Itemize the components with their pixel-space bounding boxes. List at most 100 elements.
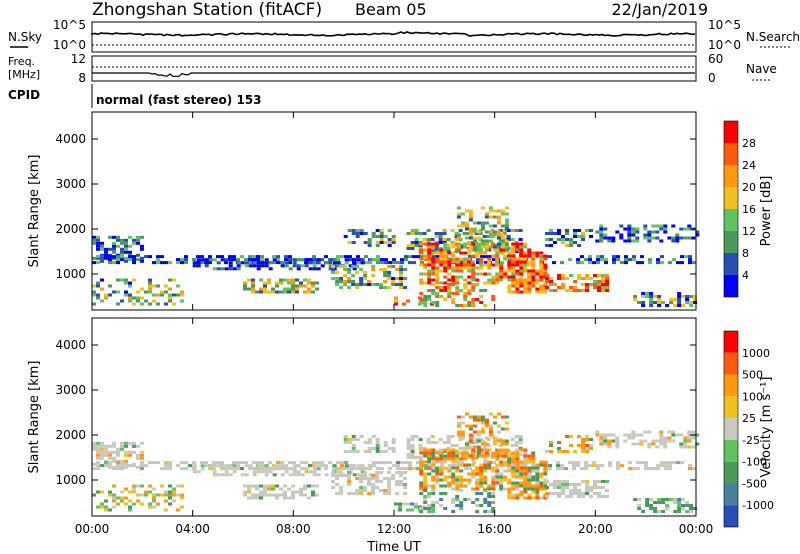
scatter-cell [96,490,100,494]
scatter-cell [399,268,404,271]
scatter-cell [112,247,116,251]
scatter-cell [496,242,501,246]
scatter-cell [681,498,686,501]
scatter-cell [439,451,444,455]
scatter-cell [375,474,380,477]
scatter-cell [487,487,492,491]
scatter-cell [495,260,500,264]
scatter-cell [108,293,112,297]
scatter-cell [677,292,682,295]
scatter-cell [192,470,197,474]
scatter-cell [292,264,297,268]
scatter-cell [383,268,388,271]
scatter-cell [148,290,152,294]
scatter-cell [467,242,472,246]
scatter-cell [472,239,477,243]
scatter-cell [419,507,424,510]
scatter-cell [419,298,424,301]
scatter-cell [244,261,249,265]
scatter-cell [649,301,654,304]
scatter-cell [488,424,493,428]
scatter-cell [640,255,644,259]
scatter-cell [260,470,265,474]
scatter-cell [459,266,464,270]
scatter-cell [472,221,477,225]
colorbar-tick-label: -1000 [742,499,774,512]
scatter-cell [519,278,524,282]
scatter-cell [523,478,528,482]
scatter-cell [500,439,505,443]
scatter-cell [410,247,415,250]
scatter-cell [351,280,356,283]
scatter-cell [112,467,116,471]
scatter-cell [410,229,415,232]
scatter-cell [387,241,392,244]
scatter-cell [487,463,492,467]
scatter-cell [491,242,496,246]
scatter-cell [443,269,448,273]
scatter-cell [104,508,108,512]
scatter-cell [232,258,236,262]
scatter-cell [423,281,428,285]
scatter-cell [456,215,461,219]
scatter-cell [451,457,456,461]
scatter-cell [406,299,410,303]
scatter-cell [344,467,348,471]
scatter-cell [427,454,432,458]
scatter-cell [519,460,524,464]
scatter-cell [260,264,265,268]
scatter-cell [491,481,496,485]
scatter-cell [577,489,581,492]
scatter-cell [483,466,488,470]
scatter-cell [260,258,264,262]
scatter-cell [443,478,448,482]
scatter-cell [96,450,100,454]
scatter-cell [479,266,484,270]
scatter-cell [483,481,488,485]
scatter-cell [573,241,577,244]
scatter-cell [451,448,456,452]
scatter-cell [124,502,128,506]
scatter-cell [120,461,124,465]
scatter-cell [491,495,496,498]
scatter-cell [561,486,565,489]
scatter-cell [180,461,184,465]
scatter-cell [691,436,696,440]
scatter-cell [549,244,553,247]
station-title: Zhongshan Station (fitACF) [92,0,322,20]
scatter-cell [515,469,520,473]
scatter-cell [677,295,682,298]
scatter-cell [471,275,476,279]
scatter-cell [476,258,480,262]
scatter-cell [124,462,128,466]
scatter-cell [504,248,509,252]
scatter-cell [419,242,424,246]
scatter-cell [474,450,479,453]
scatter-cell [548,255,552,259]
scatter-cell [611,433,616,437]
scatter-cell [391,235,396,238]
scatter-cell [511,260,516,264]
scatter-cell [492,258,496,262]
scatter-cell [475,472,480,476]
scatter-cell [504,221,509,225]
scatter-cell [108,444,112,448]
scatter-cell [371,232,376,235]
scatter-cell [232,461,236,465]
scatter-cell [371,489,376,492]
scatter-cell [503,463,508,467]
scatter-cell [200,467,205,471]
scatter-cell [455,275,460,279]
scatter-cell [456,415,461,419]
scatter-cell [375,241,380,244]
scatter-cell [220,461,224,465]
scatter-cell [504,415,509,419]
scatter-cell [280,264,285,268]
scatter-cell [585,277,589,280]
scatter-cell [539,496,544,500]
scatter-cell [585,450,589,453]
scatter-cell [108,450,112,454]
scatter-cell [216,473,221,477]
scatter-cell [244,461,248,465]
scatter-cell [156,258,160,262]
